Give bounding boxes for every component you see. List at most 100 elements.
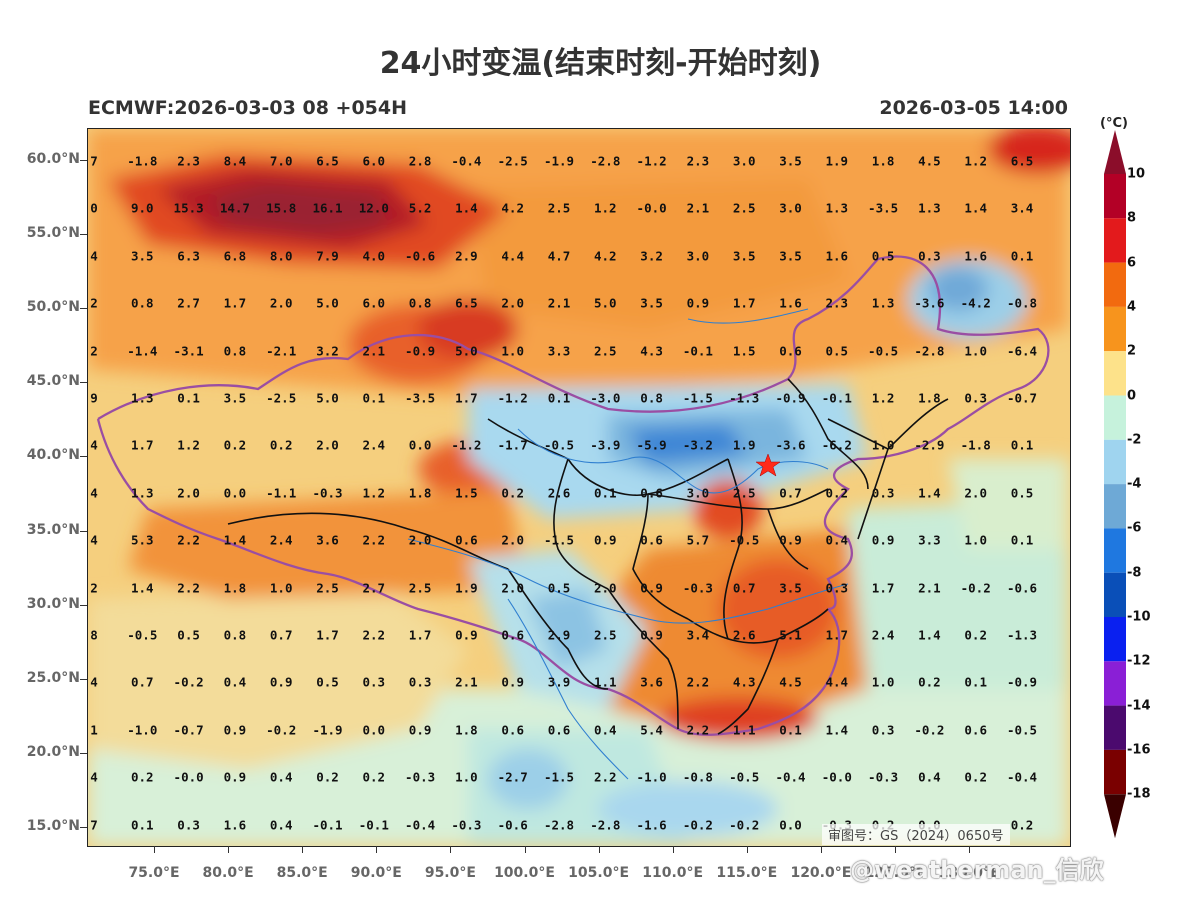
grid-value: 1.1 (594, 674, 617, 690)
grid-value: 2.5 (547, 200, 571, 216)
longitude-tick (302, 846, 304, 853)
longitude-label: 130.0°E (938, 865, 1000, 881)
colorbar-label: -6 (1127, 520, 1142, 536)
grid-value: 0.8 (408, 295, 432, 311)
grid-value: 0.0 (223, 485, 247, 501)
colorbar-segment (1104, 528, 1126, 573)
grid-value: 2.1 (362, 343, 386, 359)
grid-value: -1.0 (636, 769, 667, 785)
grid-value: -0.4 (405, 817, 436, 833)
grid-value: 2.2 (177, 580, 200, 596)
grid-value: 1.9 (825, 153, 849, 169)
grid-value: -1.9 (543, 153, 575, 169)
grid-value: -5.9 (636, 437, 667, 453)
temperature-change-map: 7 -1.8 2.3 8.4 7.0 6.5 6.0 2.8 -0.4 -2.5 -1.9 -2.8-… (87, 128, 1071, 847)
grid-value: 0.6 (455, 532, 478, 548)
grid-value: 1.8 (455, 722, 478, 738)
grid-value: 6.0 (362, 295, 386, 311)
grid-value: 2.4 (871, 627, 895, 643)
grid-value: 1.2 (362, 485, 386, 501)
longitude-label: 120.0°E (790, 865, 852, 881)
grid-value: -0.1 (821, 390, 852, 406)
grid-value: 0.8 (223, 343, 247, 359)
grid-value: 8.4 (223, 153, 247, 169)
colorbar-label: -2 (1127, 432, 1142, 448)
grid-value: 0.3 (408, 674, 432, 690)
grid-value: 7.9 (316, 248, 339, 264)
grid-value: 4.3 (640, 343, 663, 359)
longitude-tick (969, 846, 971, 853)
colorbar-label: 8 (1127, 210, 1137, 226)
grid-value: 2.1 (918, 580, 941, 596)
grid-value: 0.2 (1010, 817, 1034, 833)
latitude-label: 55.0°N (26, 225, 80, 242)
grid-value: 9 (90, 390, 98, 406)
grid-value: 1.0 (964, 343, 987, 359)
grid-value: 0.3 (964, 390, 987, 406)
grid-value: 0.9 (501, 674, 524, 690)
grid-value: 2.6 (732, 627, 756, 643)
colorbar-top-arrow (1104, 130, 1126, 174)
colorbar-label: -18 (1127, 786, 1151, 802)
grid-value: 3.5 (640, 295, 663, 311)
grid-value: 0.9 (640, 580, 663, 596)
grid-value: 2.1 (547, 295, 571, 311)
grid-value: 3.9 (547, 674, 571, 690)
grid-value: -2.5 (497, 153, 528, 169)
grid-value: 15.3 (173, 200, 204, 216)
colorbar-bottom-arrow (1104, 794, 1126, 839)
latitude-label: 35.0°N (26, 521, 80, 538)
grid-value: 0.5 (1010, 485, 1034, 501)
grid-value: 4.3 (732, 674, 756, 690)
grid-value: 2.9 (547, 627, 571, 643)
colorbar-label: -16 (1127, 742, 1151, 758)
grid-value: 3.5 (131, 248, 154, 264)
grid-value: 12.0 (358, 200, 389, 216)
grid-value: 1.2 (177, 437, 200, 453)
grid-value: -6.2 (821, 437, 852, 453)
latitude-tick (80, 530, 87, 532)
grid-value: 2.2 (177, 532, 200, 548)
colorbar-segment (1104, 484, 1126, 529)
model-run-label: ECMWF:2026-03-03 08 +054H (88, 97, 408, 119)
colorbar-label: -8 (1127, 565, 1142, 581)
grid-value: -0.6 (405, 248, 436, 264)
grid-value: -0.4 (451, 153, 482, 169)
grid-value: 0.1 (964, 674, 987, 690)
grid-value: 1.3 (918, 200, 941, 216)
colorbar-label: -14 (1127, 698, 1151, 714)
grid-value: 1.7 (825, 627, 849, 643)
grid-value: 14.7 (219, 200, 250, 216)
grid-value: 0.4 (269, 817, 293, 833)
colorbar-label: -4 (1127, 476, 1142, 492)
grid-value: -3.5 (405, 390, 436, 406)
grid-value: 2.2 (686, 674, 710, 690)
grid-value: 0.1 (362, 390, 386, 406)
grid-value: 5.0 (316, 295, 339, 311)
grid-value: 9.0 (131, 200, 154, 216)
grid-value: 0.1 (131, 817, 154, 833)
colorbar (1104, 130, 1126, 839)
grid-value: -1.8 (960, 437, 991, 453)
grid-value: -0.3 (312, 485, 343, 501)
grid-value: 3.6 (316, 532, 339, 548)
latitude-tick (80, 234, 87, 236)
grid-value: 1.6 (223, 817, 247, 833)
grid-value: -0.3 (405, 769, 436, 785)
grid-value: -1.3 (1006, 627, 1038, 643)
colorbar-segment (1104, 395, 1126, 440)
grid-value: 0.7 (131, 674, 154, 690)
grid-value: 2.5 (594, 627, 617, 643)
grid-value: 0.6 (779, 343, 802, 359)
grid-value: -3.5 (868, 200, 899, 216)
latitude-label: 50.0°N (26, 299, 80, 316)
grid-value: 4.5 (918, 153, 941, 169)
grid-value: 1.6 (779, 295, 802, 311)
grid-value: 2.0 (501, 580, 524, 596)
latitude-tick (80, 604, 87, 606)
grid-value: -0.1 (358, 817, 389, 833)
grid-value: 1.4 (131, 580, 154, 596)
grid-value: 0.9 (640, 627, 663, 643)
grid-value: 1.2 (964, 153, 987, 169)
grid-value: 2.8 (408, 153, 432, 169)
